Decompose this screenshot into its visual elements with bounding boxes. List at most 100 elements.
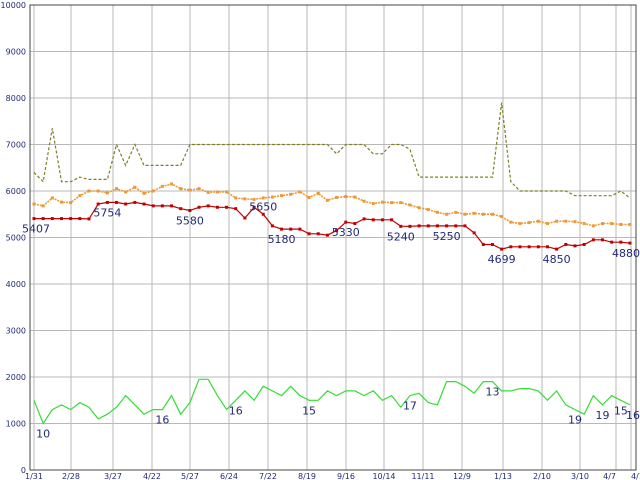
y-tick-label: 4000 [6, 280, 26, 289]
orange_line-point [243, 197, 247, 201]
data-label: 5250 [433, 230, 461, 243]
orange_line-point [426, 208, 430, 212]
red_line-point [591, 238, 595, 242]
red_line-point [545, 245, 549, 249]
red_line-point [298, 227, 302, 231]
orange_line-point [435, 210, 439, 214]
orange_line-point [481, 212, 485, 216]
x-tick-label: 11/11 [411, 472, 434, 480]
data-label: 5580 [176, 215, 204, 228]
x-tick-label: 8/19 [298, 472, 316, 480]
orange_line-point [160, 184, 164, 188]
orange_line-point [87, 189, 91, 193]
data-label: 16 [229, 404, 243, 417]
orange_line-point [270, 195, 274, 199]
green_line-series [33, 378, 631, 425]
orange_line-point [261, 196, 265, 200]
orange_line-point [179, 187, 183, 191]
orange_line-point [170, 182, 174, 186]
orange_line-point [234, 196, 238, 200]
red_line-point [96, 202, 100, 206]
orange_line-point [280, 194, 284, 198]
red_line-point [243, 216, 247, 220]
x-tick-label: 6/24 [220, 472, 238, 480]
y-tick-label: 5000 [6, 234, 26, 243]
x-tick-label: 4/22 [143, 472, 161, 480]
red_line-point [105, 200, 109, 204]
x-tick-label: 2/28 [62, 472, 80, 480]
red_line-point [454, 224, 458, 228]
red_line-point [399, 224, 403, 228]
orange_line-point [463, 212, 467, 216]
orange_line-point [380, 200, 384, 204]
data-label: 5330 [332, 226, 360, 239]
red_line-point [573, 244, 577, 248]
red_line-point [133, 200, 137, 204]
x-tick-label: 4/14 [631, 472, 640, 480]
red_line-point [124, 202, 128, 206]
orange_line-point [60, 200, 64, 204]
y-tick-label: 6000 [6, 187, 26, 196]
red_line-point [408, 224, 412, 228]
red_line-point [197, 205, 201, 209]
red_line-point [151, 204, 155, 208]
red_line-point [426, 224, 430, 228]
red_line-point [252, 205, 256, 209]
red_line-point [380, 218, 384, 222]
orange_line-point [206, 190, 210, 194]
orange_line-point [555, 219, 559, 223]
y-tick-label: 10000 [1, 1, 26, 10]
orange_line-point [619, 222, 623, 226]
orange_line-point [591, 224, 595, 228]
red_line-point [316, 232, 320, 236]
red_line-point [78, 217, 82, 221]
red_line-point [325, 233, 329, 237]
x-tick-label: 1/31 [25, 472, 43, 480]
red_line-point [225, 205, 229, 209]
red_line-point [472, 231, 476, 235]
orange_line-point [133, 185, 137, 189]
red_line-point [280, 227, 284, 231]
red_line-point [490, 242, 494, 246]
orange_line-point [78, 194, 82, 198]
orange_line-point [344, 195, 348, 199]
red_line-point [362, 217, 366, 221]
orange_line-point [353, 195, 357, 199]
orange_line-point [390, 201, 394, 205]
red_line-point [628, 241, 632, 245]
orange_line-point [215, 190, 219, 194]
red_line-point [170, 204, 174, 208]
red_line-point [555, 247, 559, 251]
orange_line-point [399, 201, 403, 205]
orange_line-point [518, 222, 522, 226]
red_line-point [160, 204, 164, 208]
red_line-point [610, 240, 614, 244]
x-tick-label: 2/10 [533, 472, 551, 480]
y-tick-label: 2000 [6, 373, 26, 382]
red_line-point [509, 245, 513, 249]
orange_line-point [316, 191, 320, 195]
orange_line-point [628, 222, 632, 226]
red_line-point [371, 218, 375, 222]
x-tick-label: 7/22 [259, 472, 277, 480]
dash_line-series [33, 102, 631, 199]
red_line-point [69, 217, 73, 221]
red_line-point [564, 242, 568, 246]
red_line-point [261, 212, 265, 216]
data-label: 4699 [488, 253, 516, 266]
red_line-point [115, 200, 119, 204]
red_line-point [353, 222, 357, 226]
red_line-point [50, 217, 54, 221]
red_line-point [435, 224, 439, 228]
red_line-point [188, 209, 192, 213]
red_line-point [142, 202, 146, 206]
orange_line-point [225, 190, 229, 194]
orange_line-point [573, 220, 577, 224]
red_line-point [234, 207, 238, 211]
orange_line-point [509, 220, 513, 224]
orange_line-point [32, 202, 36, 206]
orange_line-point [96, 189, 100, 193]
orange_line-point [408, 203, 412, 207]
